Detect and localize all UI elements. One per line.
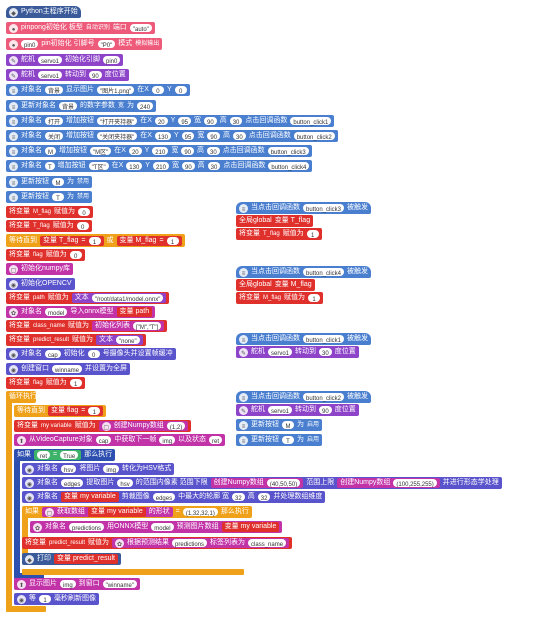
add-button-close-block[interactable]: ≡ 对象名 关闭 增加按钮 "关闭夹持器" 在X 130 Y 95 宽 90 高… bbox=[6, 130, 338, 142]
eye-icon: ◉ bbox=[9, 279, 18, 289]
callback-click1-hat[interactable]: ≡ 当点击回调函数 button_click1 被触发 bbox=[236, 333, 372, 345]
add-button-open-block[interactable]: ≡ 对象名 打开 增加按钮 "打开夹持器" 在X 20 Y 95 宽 90 高 … bbox=[6, 115, 335, 127]
menu-icon: ≡ bbox=[239, 267, 248, 277]
callback-enable-t-block[interactable]: ≡ 更新按钮 T 为 启用 bbox=[236, 434, 323, 446]
eye-icon: ◉ bbox=[9, 364, 18, 374]
servo-init-block[interactable]: ✎ 舵机 servo1 初始化引脚 pin0 bbox=[6, 54, 124, 66]
numpy-icon: ▢ bbox=[9, 264, 18, 274]
menu-icon: ≡ bbox=[9, 177, 18, 187]
create-window-block[interactable]: ◉ 创建窗口 winname 并设置为全屏 bbox=[6, 363, 131, 375]
convert-hsv-block[interactable]: ◉ 对象名 hsv 将图片 img 转化为HSV格式 bbox=[22, 463, 175, 475]
onnx-icon: ✿ bbox=[9, 307, 18, 317]
if-ret-arm bbox=[14, 460, 20, 575]
main-start-hat[interactable]: ◆ Python主程序开始 bbox=[6, 6, 81, 18]
global-t-flag-block[interactable]: 全局global 变量 T_flag bbox=[236, 215, 314, 227]
menu-icon: ≡ bbox=[9, 116, 18, 126]
extract-range-block[interactable]: ◉ 对象名 edges 提取图片 hsv 的范围内像素 范围下限 创建Numpy… bbox=[22, 477, 502, 489]
init-camera-block[interactable]: ◉ 对象名 cap 初始化 0 号摄像头并设置帧缓冲 bbox=[6, 348, 176, 360]
pin-mode-dropdown[interactable]: 模拟输出 bbox=[135, 41, 160, 47]
menu-icon: ≡ bbox=[239, 203, 248, 213]
show-image-block[interactable]: ≡ 对象名 背景 显示图片 "图片1.png" 在X 0 Y 0 bbox=[6, 84, 190, 96]
menu-icon: ≡ bbox=[9, 146, 18, 156]
import-onnx-block[interactable]: ✿ 对象名 model 导入onnx模型 变量 path bbox=[6, 306, 156, 318]
set-t-flag-block[interactable]: 将变量 T_flag 赋值为 0 bbox=[6, 220, 92, 232]
onnx-icon: ✿ bbox=[33, 522, 42, 532]
read-frame-block[interactable]: ⬆ 从VideoCapture对象 cap 中获取下一帧 img 以及状态 re… bbox=[14, 434, 226, 446]
if-shape-foot bbox=[22, 569, 244, 575]
init-opencv-block[interactable]: ◉ 初始化OPENCV bbox=[6, 278, 75, 290]
port-field[interactable]: "auto" bbox=[129, 24, 152, 33]
menu-icon: ≡ bbox=[9, 192, 18, 202]
update-numeric-block[interactable]: ≡ 更新对象名 背景 的数字参数 宽 为 240 bbox=[6, 100, 157, 112]
if-ret-block[interactable]: 如果 ret = True 那么执行 bbox=[14, 449, 116, 461]
menu-icon: ≡ bbox=[239, 435, 248, 445]
add-button-m-block[interactable]: ≡ 对象名 M 增加按钮 "M区" 在X 20 Y 210 宽 90 高 30 … bbox=[6, 145, 312, 157]
wait-key-block[interactable]: ◉ 等 1 毫秒刷新图像 bbox=[14, 593, 99, 605]
init-numpy-block[interactable]: ▢ 初始化numpy库 bbox=[6, 263, 74, 275]
numpy-icon: ▢ bbox=[45, 507, 54, 517]
menu-icon: ≡ bbox=[9, 85, 18, 95]
print-block[interactable]: ◆ 打印 变量 predict_result bbox=[22, 553, 121, 565]
menu-icon: ≡ bbox=[9, 161, 18, 171]
servo-icon: ✎ bbox=[239, 347, 248, 357]
crop-contour-block[interactable]: ◉ 对象名 变量 my variable 剪裁图像 edges 中最大的轮廓 宽… bbox=[22, 491, 326, 503]
set-flag-1-block[interactable]: 将变量 flag 赋值为 1 bbox=[6, 377, 85, 389]
numpy-icon: ▢ bbox=[101, 421, 111, 431]
eye-icon: ◉ bbox=[25, 464, 34, 474]
callback-set-t-flag-block[interactable]: 将变量 T_flag 赋值为 1 bbox=[236, 228, 322, 240]
pinpong-icon: ● bbox=[9, 23, 18, 33]
servo-icon: ✎ bbox=[9, 55, 18, 65]
eye-icon: ◉ bbox=[9, 349, 18, 359]
callback-servo-90-block[interactable]: ✎ 舵机 servo1 转动到 90 度位置 bbox=[236, 404, 359, 416]
callback-click4-hat[interactable]: ≡ 当点击回调函数 button_click4 被触发 bbox=[236, 266, 372, 278]
set-predict-from-labels-block[interactable]: 将变量 predict_result 赋值为 ✿ 根据预测结果 predicti… bbox=[22, 537, 293, 549]
callback-servo-30-block[interactable]: ✎ 舵机 servo1 转动到 30 度位置 bbox=[236, 346, 359, 358]
if-shape-block[interactable]: 如果 ▢ 获取数组 变量 my variable 的形状 = (1,32,32,… bbox=[22, 506, 252, 518]
camera-icon: ⬆ bbox=[17, 579, 26, 589]
callback-click2-hat[interactable]: ≡ 当点击回调函数 button_click2 被触发 bbox=[236, 391, 372, 403]
set-my-variable-block[interactable]: 将变量 my variable 赋值为 ▢ 创建Numpy数组 (1,2) bbox=[14, 420, 192, 432]
pinpong-icon: ● bbox=[9, 39, 18, 49]
pin-init-block[interactable]: ● pin0 pin初始化 引脚号 "P0" 模式 模拟输出 bbox=[6, 38, 163, 50]
set-flag-0-block[interactable]: 将变量 flag 赋值为 0 bbox=[6, 249, 85, 261]
onnx-icon: ✿ bbox=[115, 538, 125, 548]
callback-click3-hat[interactable]: ≡ 当点击回调函数 button_click3 被触发 bbox=[236, 202, 372, 214]
forever-loop-arm bbox=[6, 402, 12, 608]
global-m-flag-block[interactable]: 全局global 变量 M_flag bbox=[236, 279, 315, 291]
set-class-name-block[interactable]: 将变量 class_name 赋值为 初始化列表 ["M","T"] bbox=[6, 320, 168, 332]
menu-icon: ≡ bbox=[239, 420, 248, 430]
callback-enable-m-block[interactable]: ≡ 更新按钮 M 为 启用 bbox=[236, 419, 323, 431]
forever-loop-block[interactable]: 循环执行 bbox=[6, 391, 37, 403]
servo-icon: ✎ bbox=[9, 70, 18, 80]
python-icon: ◆ bbox=[25, 554, 34, 564]
show-image-window-block[interactable]: ⬆ 显示图片 img 到窗口 "winname" bbox=[14, 578, 140, 590]
wait-until-flags-block[interactable]: 等待直到 变量 T_flag = 1 或 变量 M_flag = 1 bbox=[6, 234, 185, 247]
callback-set-m-flag-block[interactable]: 将变量 M_flag 赋值为 1 bbox=[236, 292, 324, 304]
eye-icon: ◉ bbox=[25, 478, 34, 488]
servo-rotate-block[interactable]: ✎ 舵机 servo1 转动到 90 度位置 bbox=[6, 69, 129, 81]
pinpong-init-block[interactable]: ● pinpong初始化 板型 自动识别 端口 "auto" bbox=[6, 22, 155, 34]
eye-icon: ◉ bbox=[25, 492, 34, 502]
camera-icon: ⬆ bbox=[17, 435, 26, 445]
menu-icon: ≡ bbox=[9, 101, 18, 111]
menu-icon: ≡ bbox=[239, 392, 248, 402]
update-button-m-block[interactable]: ≡ 更新按钮 M 为 禁用 bbox=[6, 176, 93, 188]
wait-until-flag-block[interactable]: 等待直到 变量 flag = 1 bbox=[14, 405, 107, 417]
set-m-flag-block[interactable]: 将变量 M_flag 赋值为 0 bbox=[6, 206, 94, 218]
servo-icon: ✎ bbox=[239, 405, 248, 415]
onnx-predict-block[interactable]: ✿ 对象名 predictions 用ONNX模型 model 预测图片数组 变… bbox=[30, 521, 283, 533]
add-button-t-block[interactable]: ≡ 对象名 T 增加按钮 "T区" 在X 130 Y 210 宽 90 高 30… bbox=[6, 160, 313, 172]
set-path-block[interactable]: 将变量 path 赋值为 文本 "/root/data1/model.onnx" bbox=[6, 292, 170, 304]
menu-icon: ≡ bbox=[239, 334, 248, 344]
eye-icon: ◉ bbox=[17, 594, 26, 604]
python-icon: ◆ bbox=[9, 7, 18, 17]
forever-loop-foot bbox=[6, 606, 46, 612]
if-ret-foot bbox=[14, 573, 44, 579]
set-predict-result-block[interactable]: 将变量 predict_result 赋值为 文本 "none" bbox=[6, 334, 146, 346]
start-label: Python主程序开始 bbox=[21, 8, 78, 15]
board-type-dropdown[interactable]: 自动识别 bbox=[85, 25, 110, 31]
update-button-t-block[interactable]: ≡ 更新按钮 T 为 禁用 bbox=[6, 191, 93, 203]
menu-icon: ≡ bbox=[9, 131, 18, 141]
